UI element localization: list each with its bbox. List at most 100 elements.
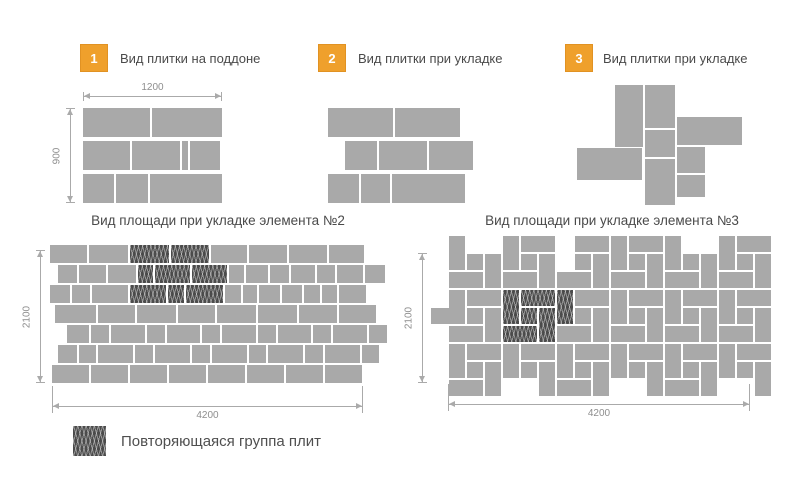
tile [111, 325, 145, 343]
tile [593, 362, 609, 396]
tile [147, 325, 165, 343]
tile [79, 265, 106, 283]
tile [329, 245, 364, 263]
laying-pattern-2-diagram [328, 108, 473, 203]
tile [50, 285, 70, 303]
tile [645, 159, 675, 205]
area-3-width-dimension: 4200 [448, 384, 750, 419]
step-1-number: 1 [90, 50, 98, 66]
pallet-height-dimension: 900 [52, 108, 75, 203]
tile [521, 236, 555, 252]
tile [98, 345, 133, 363]
tile [683, 362, 699, 378]
tile [182, 141, 188, 170]
tile [467, 308, 483, 324]
tile [575, 362, 591, 378]
tile-hatched [130, 285, 166, 303]
tile [683, 290, 717, 306]
tile [611, 326, 645, 342]
tile [521, 362, 537, 378]
tile [345, 141, 377, 170]
tile [395, 108, 460, 137]
step-2-title: Вид плитки при укладке [358, 51, 503, 66]
tile [52, 365, 89, 383]
tile-hatched [539, 308, 555, 342]
tile [211, 245, 247, 263]
tile [299, 305, 337, 323]
tile [178, 305, 215, 323]
tile [467, 290, 501, 306]
tile [701, 308, 717, 342]
tile [98, 305, 135, 323]
tile [683, 344, 717, 360]
repeating-group-label: Повторяющаяся группа плит [121, 433, 321, 450]
tile-hatched [503, 326, 537, 342]
tile [503, 272, 537, 288]
tile [647, 362, 663, 396]
tile [611, 290, 627, 324]
tile [737, 290, 771, 306]
area-2-width-dimension: 4200 [52, 386, 363, 421]
tile [645, 130, 675, 157]
tile-hatched [168, 285, 184, 303]
tile [647, 308, 663, 342]
tile [258, 325, 276, 343]
tile [503, 236, 519, 270]
tile [683, 308, 699, 324]
tile [665, 272, 699, 288]
tile [575, 290, 609, 306]
tile [132, 141, 180, 170]
tile [305, 345, 323, 363]
laying-pattern-3-diagram [577, 85, 742, 205]
pallet-height-label: 900 [51, 147, 63, 164]
tile [282, 285, 302, 303]
step-2-badge: 2 [318, 44, 346, 72]
tile [369, 325, 387, 343]
tile [539, 254, 555, 288]
area-2-tile-diagram [50, 245, 390, 383]
tile-hatched [521, 290, 555, 306]
area-2-title: Вид площади при укладке элемента №2 [91, 213, 345, 228]
area-3-height-label: 2100 [403, 306, 415, 330]
area-3-title: Вид площади при укладке элемента №3 [485, 213, 739, 228]
tile [431, 308, 465, 324]
tile [575, 344, 609, 360]
tile [629, 362, 645, 378]
tile [755, 362, 771, 396]
tile [217, 305, 256, 323]
tile [325, 365, 362, 383]
tile [91, 325, 109, 343]
tile [249, 245, 287, 263]
tile [615, 85, 643, 147]
tile [611, 344, 627, 378]
tile [225, 285, 241, 303]
tile [449, 344, 465, 378]
tile [325, 345, 360, 363]
tile [268, 345, 303, 363]
tile [719, 326, 753, 342]
tile [58, 265, 77, 283]
tile [737, 254, 753, 270]
tile [192, 345, 210, 363]
tile-hatched [171, 245, 209, 263]
tile [339, 305, 376, 323]
tile [467, 344, 501, 360]
tile [719, 272, 753, 288]
tile [58, 345, 77, 363]
area-2-height-dimension: 2100 [22, 250, 45, 383]
tile [665, 236, 681, 270]
tile [79, 345, 96, 363]
tile [339, 285, 366, 303]
tile [202, 325, 220, 343]
tile [611, 236, 627, 270]
tile [222, 325, 256, 343]
tile [392, 174, 465, 203]
tile [629, 344, 663, 360]
tile [91, 365, 128, 383]
tile [50, 245, 87, 263]
tile [365, 265, 385, 283]
tile [137, 305, 176, 323]
tile [521, 344, 555, 360]
tile [593, 308, 609, 342]
tile [485, 308, 501, 342]
